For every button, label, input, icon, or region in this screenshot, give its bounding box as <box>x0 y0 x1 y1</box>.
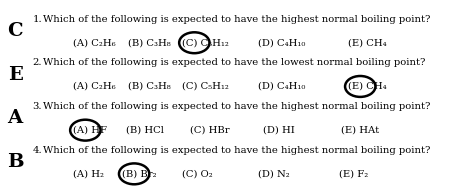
Text: (C) O₂: (C) O₂ <box>182 169 213 178</box>
Text: (B) C₃H₈: (B) C₃H₈ <box>128 82 171 91</box>
Text: (E) CH₄: (E) CH₄ <box>348 38 387 47</box>
Text: Which of the following is expected to have the highest normal boiling point?: Which of the following is expected to ha… <box>43 102 430 111</box>
Text: 4.: 4. <box>32 146 42 155</box>
Text: (C) C₅H₁₂: (C) C₅H₁₂ <box>182 82 229 91</box>
Text: 2.: 2. <box>32 58 42 67</box>
Text: (E) F₂: (E) F₂ <box>339 169 368 178</box>
Text: Which of the following is expected to have the highest normal boiling point?: Which of the following is expected to ha… <box>43 146 430 155</box>
Text: (D) N₂: (D) N₂ <box>258 169 290 178</box>
Text: (A) H₂: (A) H₂ <box>73 169 104 178</box>
Text: B: B <box>7 153 24 171</box>
Text: 3.: 3. <box>32 102 42 111</box>
Text: (B) Br₂: (B) Br₂ <box>122 169 157 178</box>
Text: (C) HBr: (C) HBr <box>190 126 229 135</box>
Text: (D) C₄H₁₀: (D) C₄H₁₀ <box>258 38 306 47</box>
Text: (E) CH₄: (E) CH₄ <box>348 82 387 91</box>
Text: Which of the following is expected to have the lowest normal boiling point?: Which of the following is expected to ha… <box>43 58 425 67</box>
Text: (A) C₂H₆: (A) C₂H₆ <box>73 82 116 91</box>
Text: A: A <box>8 109 23 127</box>
Text: Which of the following is expected to have the highest normal boiling point?: Which of the following is expected to ha… <box>43 14 430 24</box>
Text: (B) HCl: (B) HCl <box>126 126 164 135</box>
Text: (B) C₃H₈: (B) C₃H₈ <box>128 38 171 47</box>
Text: (D) HI: (D) HI <box>263 126 295 135</box>
Text: (A) HF: (A) HF <box>73 126 108 135</box>
Text: (A) C₂H₆: (A) C₂H₆ <box>73 38 116 47</box>
Text: (D) C₄H₁₀: (D) C₄H₁₀ <box>258 82 306 91</box>
Text: 1.: 1. <box>32 14 42 24</box>
Text: C: C <box>8 22 23 40</box>
Text: E: E <box>8 66 23 84</box>
Text: (C) C₅H₁₂: (C) C₅H₁₂ <box>182 38 229 47</box>
Text: (E) HAt: (E) HAt <box>341 126 379 135</box>
